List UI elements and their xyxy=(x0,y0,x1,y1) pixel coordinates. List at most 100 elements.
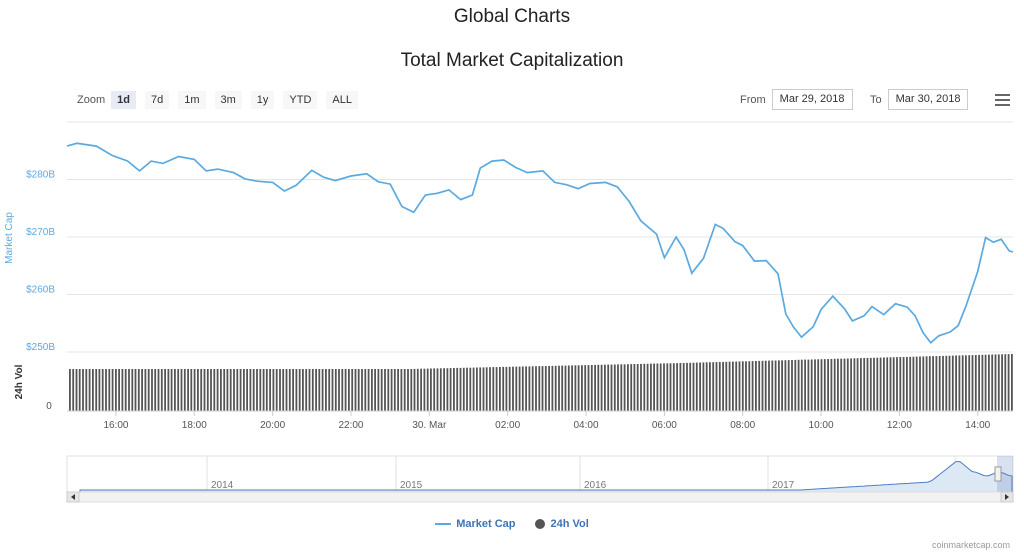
from-date-input[interactable]: Mar 29, 2018 xyxy=(771,89,853,110)
volume-bar xyxy=(994,354,997,411)
volume-bar xyxy=(892,357,895,411)
volume-bar xyxy=(351,369,354,411)
volume-bar xyxy=(636,364,639,411)
navigator: 20142015201620172018 xyxy=(66,455,1014,503)
legend-dot-icon xyxy=(535,519,546,529)
volume-bar xyxy=(121,369,124,411)
navigator-frame xyxy=(66,455,1014,493)
volume-bar xyxy=(620,364,623,411)
volume-bar xyxy=(377,369,380,411)
navigator-handle[interactable] xyxy=(994,466,1002,482)
volume-bar xyxy=(282,369,285,411)
y-tick-labels: $250B $260B $270B $280B xyxy=(26,170,55,354)
volume-bar xyxy=(200,369,203,411)
volume-bar xyxy=(131,369,134,411)
volume-bar xyxy=(922,356,925,411)
volume-bar xyxy=(974,355,977,411)
volume-bar xyxy=(971,355,974,411)
volume-bar xyxy=(357,369,360,411)
volume-bar xyxy=(571,365,573,411)
volume-bar xyxy=(115,369,117,411)
volume-bar xyxy=(453,368,455,411)
volume-bar xyxy=(157,369,160,411)
volume-bar xyxy=(164,369,166,411)
volume-bar xyxy=(951,355,954,411)
volume-bar xyxy=(574,365,577,411)
volume-bar xyxy=(518,366,521,411)
volume-bar xyxy=(69,369,71,411)
volume-bar xyxy=(400,369,403,411)
zoom-7d-button[interactable]: 7d xyxy=(144,91,170,109)
volume-bar xyxy=(302,369,304,411)
zoom-ytd-button[interactable]: YTD xyxy=(283,91,318,109)
volume-bar xyxy=(833,358,836,411)
volume-bar xyxy=(686,362,688,411)
volume-bar xyxy=(899,357,902,411)
volume-bar xyxy=(328,369,331,411)
volume-bar xyxy=(459,367,462,411)
volume-bar xyxy=(925,356,928,411)
x-tick-label: 16:00 xyxy=(103,420,128,431)
volume-bar xyxy=(298,369,301,411)
volume-bar xyxy=(938,356,941,411)
x-tick-label: 02:00 xyxy=(495,420,520,431)
volume-bar xyxy=(889,357,892,411)
volume-bar xyxy=(380,369,383,411)
volume-bar xyxy=(863,358,866,411)
volume-bar xyxy=(551,365,554,411)
volume-bar xyxy=(325,369,327,411)
y-tick-label: $260B xyxy=(26,285,55,296)
volume-bar xyxy=(682,363,685,411)
volume-bar xyxy=(420,368,422,411)
volume-bar xyxy=(512,366,514,411)
x-tick-label: 18:00 xyxy=(182,420,207,431)
scrollbar-track[interactable] xyxy=(66,491,1014,503)
volume-bar xyxy=(154,369,157,411)
volume-bar xyxy=(105,369,107,411)
scroll-right-arrow-icon xyxy=(1005,494,1009,500)
zoom-all-button[interactable]: ALL xyxy=(326,91,358,109)
zoom-1d-button[interactable]: 1d xyxy=(111,91,136,109)
volume-bar xyxy=(482,367,485,411)
volume-bar xyxy=(778,360,780,411)
volume-bar xyxy=(338,369,340,411)
volume-bar xyxy=(393,369,396,411)
volume-bar xyxy=(374,369,376,411)
volume-bar xyxy=(928,356,931,411)
volume-bar xyxy=(873,357,875,411)
zoom-1y-button[interactable]: 1y xyxy=(250,91,275,109)
x-tick-label: 08:00 xyxy=(730,420,755,431)
zoom-3m-button[interactable]: 3m xyxy=(214,91,242,109)
volume-bar xyxy=(111,369,114,411)
to-range: To Mar 30, 2018 xyxy=(870,89,969,110)
volume-bar xyxy=(177,369,180,411)
zoom-1m-button[interactable]: 1m xyxy=(178,91,206,109)
volume-bar xyxy=(643,363,646,411)
volume-bar xyxy=(390,369,393,411)
volume-bar xyxy=(804,359,806,411)
to-date-input[interactable]: Mar 30, 2018 xyxy=(887,89,969,110)
volume-bar xyxy=(174,369,176,411)
volume-bar xyxy=(410,369,413,411)
volume-bar xyxy=(275,369,278,411)
volume-bar xyxy=(203,369,206,411)
volume-bar xyxy=(866,357,869,411)
volume-bar xyxy=(558,365,560,411)
volume-bar xyxy=(1004,354,1007,411)
volume-bar xyxy=(75,369,78,411)
volume-bar xyxy=(515,366,518,411)
legend-item-24h-vol[interactable]: 24h Vol xyxy=(535,518,589,530)
volume-bar xyxy=(837,358,839,411)
volume-bar xyxy=(233,369,235,411)
volume-bar xyxy=(732,361,734,411)
volume-bar xyxy=(265,369,268,411)
volume-bar xyxy=(259,369,262,411)
legend-item-market-cap[interactable]: Market Cap xyxy=(435,518,515,530)
volume-bar xyxy=(590,365,593,411)
volume-bar xyxy=(988,354,990,411)
volume-bar xyxy=(206,369,209,411)
volume-bar xyxy=(82,369,84,411)
hamburger-menu-icon[interactable] xyxy=(995,94,1010,106)
volume-bar xyxy=(167,369,170,411)
volume-bar xyxy=(269,369,271,411)
